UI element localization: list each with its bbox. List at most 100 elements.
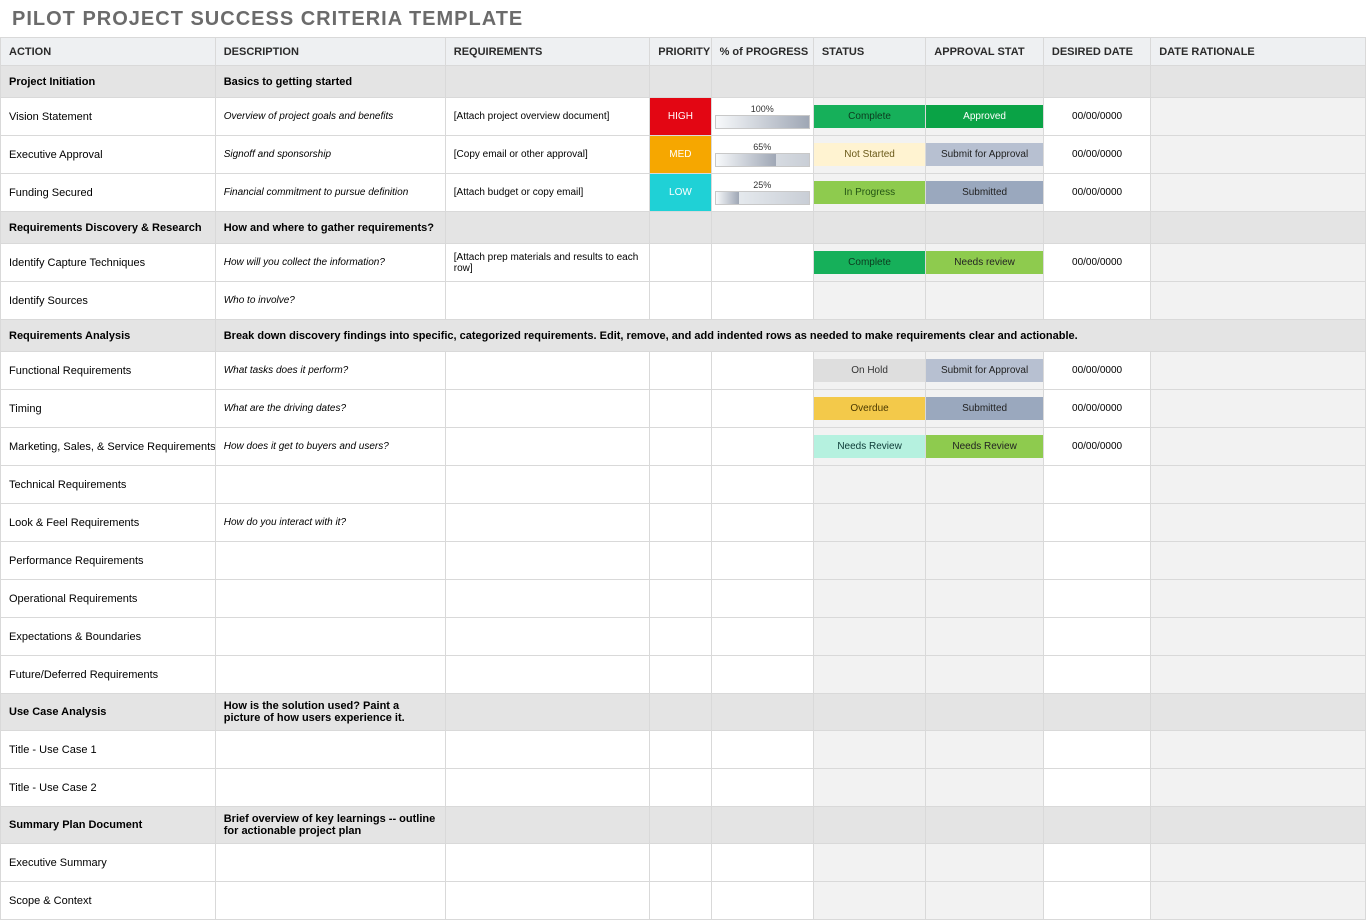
- cell-progress[interactable]: [711, 244, 813, 282]
- cell-action[interactable]: Future/Deferred Requirements: [1, 656, 216, 694]
- cell-approval[interactable]: [926, 618, 1044, 656]
- cell-description[interactable]: [215, 580, 445, 618]
- cell-progress[interactable]: [711, 618, 813, 656]
- cell-approval[interactable]: [926, 844, 1044, 882]
- cell-priority[interactable]: [650, 542, 711, 580]
- cell-description[interactable]: How does it get to buyers and users?: [215, 428, 445, 466]
- cell-action[interactable]: Executive Approval: [1, 136, 216, 174]
- cell-description[interactable]: What tasks does it perform?: [215, 352, 445, 390]
- cell-description[interactable]: [215, 882, 445, 920]
- cell-status[interactable]: [813, 769, 925, 807]
- cell-status[interactable]: Complete: [813, 244, 925, 282]
- cell-date-rationale[interactable]: [1151, 174, 1366, 212]
- cell-status[interactable]: Not Started: [813, 136, 925, 174]
- cell-desired-date[interactable]: [1043, 844, 1150, 882]
- cell-desired-date[interactable]: [1043, 618, 1150, 656]
- cell-date-rationale[interactable]: [1151, 542, 1366, 580]
- cell-approval[interactable]: [926, 580, 1044, 618]
- cell-description[interactable]: Signoff and sponsorship: [215, 136, 445, 174]
- cell-desired-date[interactable]: 00/00/0000: [1043, 244, 1150, 282]
- cell-requirements[interactable]: [445, 769, 649, 807]
- cell-action[interactable]: Funding Secured: [1, 174, 216, 212]
- cell-priority[interactable]: [650, 352, 711, 390]
- cell-requirements[interactable]: [445, 580, 649, 618]
- cell-action[interactable]: Operational Requirements: [1, 580, 216, 618]
- cell-priority[interactable]: [650, 656, 711, 694]
- cell-desired-date[interactable]: [1043, 656, 1150, 694]
- cell-progress[interactable]: 65%: [711, 136, 813, 174]
- cell-date-rationale[interactable]: [1151, 618, 1366, 656]
- cell-priority[interactable]: [650, 390, 711, 428]
- cell-status[interactable]: Complete: [813, 98, 925, 136]
- cell-requirements[interactable]: [445, 352, 649, 390]
- cell-desired-date[interactable]: 00/00/0000: [1043, 136, 1150, 174]
- cell-requirements[interactable]: [445, 282, 649, 320]
- cell-desired-date[interactable]: 00/00/0000: [1043, 174, 1150, 212]
- cell-desired-date[interactable]: [1043, 466, 1150, 504]
- cell-progress[interactable]: [711, 542, 813, 580]
- cell-status[interactable]: [813, 618, 925, 656]
- cell-action[interactable]: Expectations & Boundaries: [1, 618, 216, 656]
- cell-requirements[interactable]: [445, 844, 649, 882]
- cell-desired-date[interactable]: 00/00/0000: [1043, 428, 1150, 466]
- cell-requirements[interactable]: [445, 542, 649, 580]
- cell-date-rationale[interactable]: [1151, 428, 1366, 466]
- cell-priority[interactable]: [650, 882, 711, 920]
- cell-progress[interactable]: [711, 769, 813, 807]
- cell-description[interactable]: How do you interact with it?: [215, 504, 445, 542]
- cell-date-rationale[interactable]: [1151, 352, 1366, 390]
- cell-date-rationale[interactable]: [1151, 882, 1366, 920]
- cell-status[interactable]: [813, 844, 925, 882]
- cell-progress[interactable]: 100%: [711, 98, 813, 136]
- cell-date-rationale[interactable]: [1151, 282, 1366, 320]
- cell-requirements[interactable]: [445, 504, 649, 542]
- cell-progress[interactable]: [711, 504, 813, 542]
- cell-desired-date[interactable]: [1043, 731, 1150, 769]
- cell-priority[interactable]: [650, 428, 711, 466]
- cell-priority[interactable]: [650, 580, 711, 618]
- cell-description[interactable]: [215, 542, 445, 580]
- cell-progress[interactable]: [711, 466, 813, 504]
- cell-requirements[interactable]: [445, 466, 649, 504]
- cell-date-rationale[interactable]: [1151, 656, 1366, 694]
- cell-desired-date[interactable]: [1043, 580, 1150, 618]
- cell-priority[interactable]: LOW: [650, 174, 711, 212]
- cell-requirements[interactable]: [Attach prep materials and results to ea…: [445, 244, 649, 282]
- cell-approval[interactable]: [926, 769, 1044, 807]
- cell-date-rationale[interactable]: [1151, 844, 1366, 882]
- cell-action[interactable]: Timing: [1, 390, 216, 428]
- cell-description[interactable]: Overview of project goals and benefits: [215, 98, 445, 136]
- cell-desired-date[interactable]: 00/00/0000: [1043, 98, 1150, 136]
- cell-progress[interactable]: 25%: [711, 174, 813, 212]
- cell-approval[interactable]: [926, 656, 1044, 694]
- cell-approval[interactable]: [926, 542, 1044, 580]
- cell-description[interactable]: [215, 769, 445, 807]
- cell-priority[interactable]: [650, 244, 711, 282]
- cell-approval[interactable]: Submitted: [926, 174, 1044, 212]
- cell-date-rationale[interactable]: [1151, 580, 1366, 618]
- cell-action[interactable]: Performance Requirements: [1, 542, 216, 580]
- cell-requirements[interactable]: [Attach project overview document]: [445, 98, 649, 136]
- cell-approval[interactable]: [926, 504, 1044, 542]
- cell-date-rationale[interactable]: [1151, 504, 1366, 542]
- cell-action[interactable]: Scope & Context: [1, 882, 216, 920]
- cell-desired-date[interactable]: [1043, 882, 1150, 920]
- cell-desired-date[interactable]: [1043, 282, 1150, 320]
- cell-description[interactable]: Financial commitment to pursue definitio…: [215, 174, 445, 212]
- cell-description[interactable]: [215, 844, 445, 882]
- cell-desired-date[interactable]: [1043, 542, 1150, 580]
- cell-requirements[interactable]: [445, 618, 649, 656]
- cell-description[interactable]: [215, 466, 445, 504]
- cell-approval[interactable]: [926, 466, 1044, 504]
- cell-requirements[interactable]: [445, 656, 649, 694]
- cell-status[interactable]: [813, 542, 925, 580]
- cell-progress[interactable]: [711, 428, 813, 466]
- cell-progress[interactable]: [711, 352, 813, 390]
- cell-status[interactable]: Needs Review: [813, 428, 925, 466]
- cell-description[interactable]: Who to involve?: [215, 282, 445, 320]
- cell-requirements[interactable]: [Attach budget or copy email]: [445, 174, 649, 212]
- cell-approval[interactable]: [926, 282, 1044, 320]
- cell-description[interactable]: [215, 656, 445, 694]
- cell-approval[interactable]: Approved: [926, 98, 1044, 136]
- cell-description[interactable]: What are the driving dates?: [215, 390, 445, 428]
